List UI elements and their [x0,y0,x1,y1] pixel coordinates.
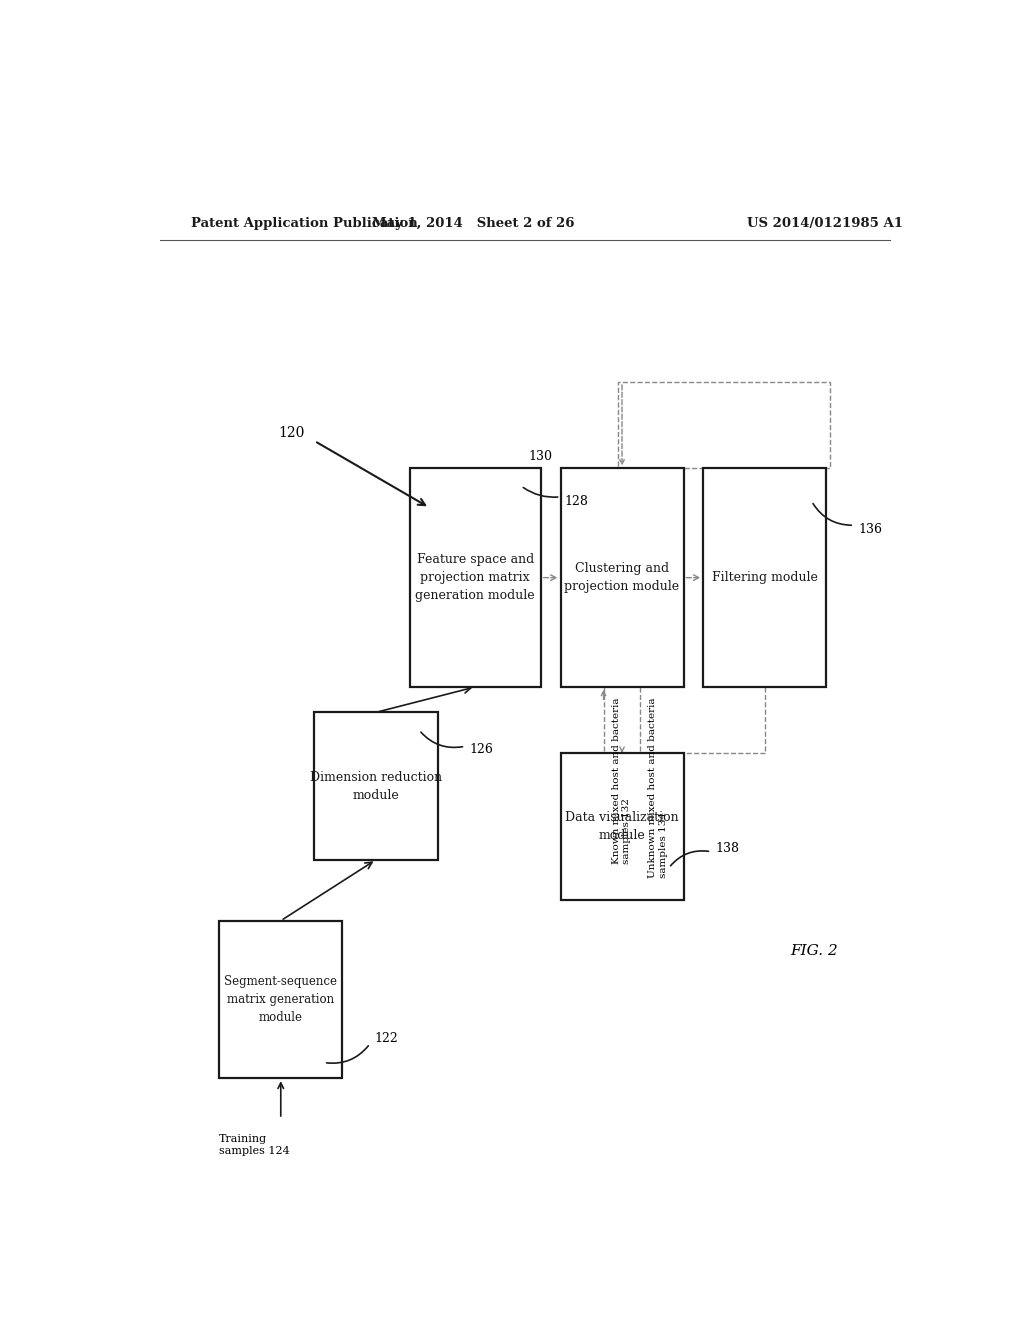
Text: 122: 122 [374,1032,397,1045]
Text: 130: 130 [528,450,553,463]
Text: Dimension reduction
module: Dimension reduction module [310,771,442,801]
Bar [219,921,342,1078]
Text: Data visualization
module: Data visualization module [565,812,679,842]
Text: 126: 126 [469,743,494,755]
Text: Feature space and
projection matrix
generation module: Feature space and projection matrix gene… [416,553,535,602]
Bar [314,713,437,859]
Text: 128: 128 [564,495,589,508]
Text: Segment-sequence
matrix generation
module: Segment-sequence matrix generation modul… [224,975,337,1024]
Text: Clustering and
projection module: Clustering and projection module [564,562,680,593]
Text: FIG. 2: FIG. 2 [791,944,839,958]
Text: Filtering module: Filtering module [712,572,818,585]
Text: 136: 136 [858,523,882,536]
Text: Patent Application Publication: Patent Application Publication [191,216,418,230]
Bar [703,469,826,686]
Text: US 2014/0121985 A1: US 2014/0121985 A1 [748,216,903,230]
Text: Unknown mixed host and bacteria
samples 134: Unknown mixed host and bacteria samples … [648,697,668,878]
Text: Known mixed host and bacteria
samples 132: Known mixed host and bacteria samples 13… [611,697,631,863]
Text: 138: 138 [716,842,739,855]
Text: Training
samples 124: Training samples 124 [219,1134,290,1156]
Bar [560,469,684,686]
Bar [618,381,830,469]
Bar [410,469,541,686]
Bar [560,752,684,900]
Text: 120: 120 [279,426,305,440]
Text: May 1, 2014   Sheet 2 of 26: May 1, 2014 Sheet 2 of 26 [372,216,574,230]
